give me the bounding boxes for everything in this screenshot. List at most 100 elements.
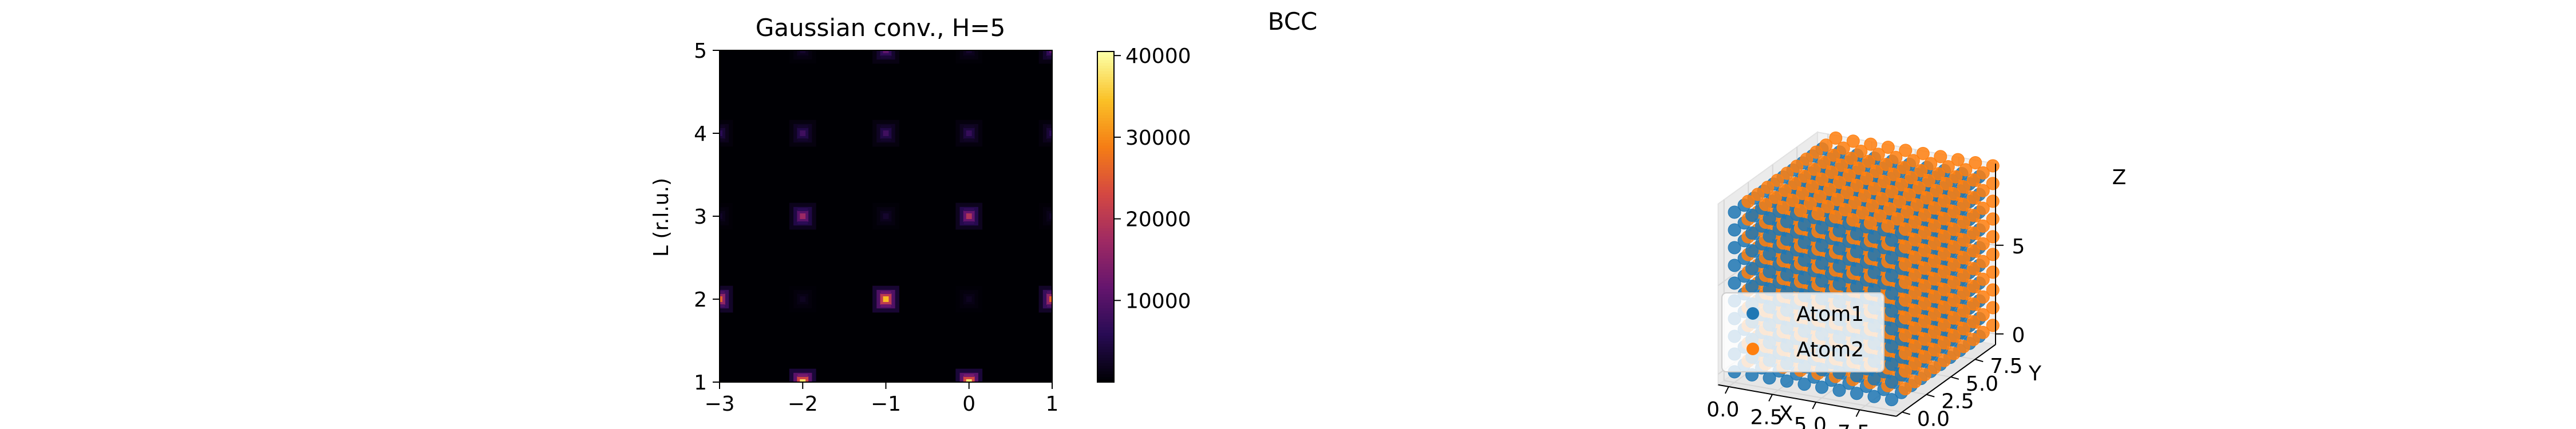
point-atom2	[1846, 213, 1860, 227]
colorbar-segment	[1097, 374, 1114, 378]
colorbar-segment	[1097, 104, 1114, 108]
heatmap-peak	[872, 120, 899, 147]
point-atom2	[1908, 268, 1922, 282]
point-atom2	[1941, 160, 1955, 173]
point-atom2	[1908, 215, 1922, 229]
scatter3d-panel: 0.02.55.07.50.02.55.07.505 X Y Z Atom1 A…	[1706, 131, 2126, 429]
point-atom1	[1867, 390, 1881, 403]
colorbar-segment	[1097, 189, 1114, 193]
colorbar-segment	[1097, 175, 1114, 179]
point-atom2	[1827, 148, 1840, 162]
heatmap-plot-area	[719, 50, 1053, 383]
colorbar-segment	[1097, 360, 1114, 364]
point-atom1	[1745, 226, 1759, 240]
point-atom2	[1927, 237, 1941, 251]
point-atom1	[1780, 232, 1793, 246]
colorbar-segment	[1097, 247, 1114, 251]
point-atom2	[1863, 216, 1877, 230]
colorbar-segment	[1097, 288, 1114, 292]
point-atom2	[1947, 293, 1961, 307]
point-atom2	[1805, 180, 1819, 193]
point-atom2	[1790, 160, 1804, 173]
colorbar-segment	[1097, 126, 1114, 129]
colorbar-segment	[1097, 261, 1114, 264]
point-atom2	[1898, 311, 1912, 325]
point-atom2	[1898, 223, 1912, 236]
colorbar-segment	[1097, 145, 1114, 149]
z-tick-label: 0	[2012, 324, 2025, 347]
point-atom2	[1751, 188, 1765, 201]
colorbar-segment	[1097, 269, 1114, 273]
scatter-ylabel: Y	[2028, 362, 2042, 386]
point-atom2	[1966, 173, 1980, 186]
point-atom2	[1918, 297, 1931, 311]
point-atom2	[1908, 357, 1922, 371]
point-atom2	[1937, 265, 1951, 279]
point-atom1	[1763, 371, 1776, 385]
colorbar-segment	[1097, 337, 1114, 341]
colorbar-segment	[1097, 51, 1114, 55]
point-atom1	[1797, 253, 1811, 267]
point-atom2	[1966, 333, 1980, 346]
point-atom2	[1825, 165, 1839, 179]
heatmap-peak	[789, 202, 816, 230]
point-atom2	[1916, 146, 1930, 160]
point-atom2	[1947, 258, 1961, 272]
point-atom2	[1959, 163, 1973, 177]
point-atom1	[1728, 259, 1741, 272]
colorbar-segment	[1097, 363, 1114, 366]
point-atom2	[1778, 184, 1792, 197]
point-atom1	[1815, 256, 1828, 270]
colorbar-segment	[1097, 349, 1114, 352]
point-atom2	[1908, 251, 1922, 264]
point-atom2	[1957, 304, 1970, 318]
colorbar-segment	[1097, 266, 1114, 270]
point-atom2	[1927, 219, 1941, 233]
colorbar-segment	[1097, 65, 1114, 69]
point-atom2	[1850, 178, 1864, 192]
heatmap-y-tick-label: 2	[694, 288, 707, 312]
point-atom2	[1947, 223, 1961, 236]
point-atom1	[1867, 265, 1881, 279]
point-atom1	[1745, 279, 1759, 293]
point-atom2	[1867, 182, 1881, 196]
x-tick-label: 5.0	[1794, 414, 1827, 429]
y-tick-label: 5.0	[1966, 372, 1998, 396]
point-atom2	[1860, 172, 1874, 185]
point-atom2	[1793, 204, 1807, 217]
point-atom1	[1728, 205, 1741, 219]
heatmap-peak	[955, 285, 983, 313]
point-atom2	[1976, 325, 1990, 339]
point-atom2	[1918, 226, 1931, 240]
heatmap-peak	[720, 285, 733, 313]
point-atom2	[1937, 247, 1951, 261]
point-atom2	[1937, 300, 1951, 314]
point-atom1	[1780, 214, 1793, 228]
colorbar-segment	[1097, 293, 1114, 297]
heatmap-y-axis: 1 2 3 4 5	[694, 39, 720, 395]
x-tick	[1724, 386, 1729, 394]
point-atom1	[1850, 280, 1863, 294]
point-atom2	[1898, 382, 1912, 396]
point-atom2	[1835, 158, 1848, 172]
heatmap-peak	[955, 120, 983, 147]
colorbar-segment	[1097, 329, 1114, 333]
colorbar-segment	[1097, 222, 1114, 226]
point-atom2	[1889, 150, 1903, 164]
point-atom2	[1842, 169, 1856, 182]
colorbar-segment	[1097, 239, 1114, 243]
colorbar-segment	[1097, 275, 1114, 278]
point-atom1	[1797, 271, 1811, 285]
point-atom2	[1918, 368, 1931, 382]
point-atom1	[1832, 277, 1846, 291]
heatmap-peak	[1038, 202, 1052, 230]
point-atom1	[1815, 221, 1828, 235]
point-atom2	[1927, 272, 1941, 286]
y-tick	[1902, 411, 1911, 415]
legend-label-atom2: Atom2	[1796, 338, 1864, 362]
heatmap-peak	[872, 285, 899, 313]
heatmap-peak	[872, 50, 899, 64]
point-atom2	[1927, 290, 1941, 304]
heatmap-peak	[872, 202, 899, 230]
colorbar-segment	[1097, 283, 1114, 287]
